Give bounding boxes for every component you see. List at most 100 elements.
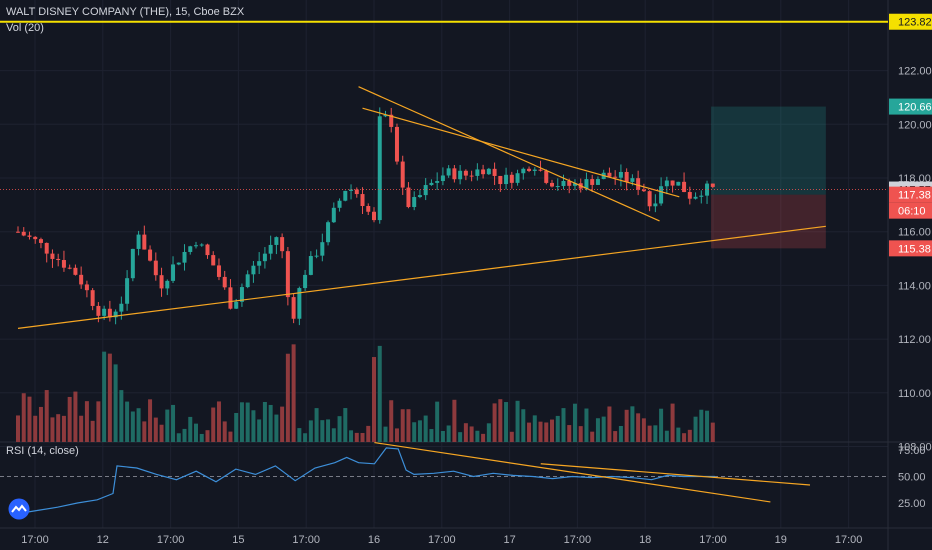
rsi-legend[interactable]: RSI (14, close) bbox=[6, 445, 79, 457]
price-trendline[interactable] bbox=[358, 86, 660, 222]
candle-body[interactable] bbox=[125, 278, 130, 304]
candle-body[interactable] bbox=[423, 185, 428, 196]
candle-body[interactable] bbox=[79, 274, 84, 285]
candle-body[interactable] bbox=[544, 170, 549, 183]
candle-body[interactable] bbox=[349, 189, 354, 191]
candle-body[interactable] bbox=[216, 265, 221, 277]
candle-body[interactable] bbox=[113, 311, 118, 318]
candle-body[interactable] bbox=[27, 235, 32, 237]
candle-body[interactable] bbox=[107, 308, 112, 318]
candle-body[interactable] bbox=[687, 192, 692, 199]
candle-body[interactable] bbox=[394, 126, 399, 162]
candle-body[interactable] bbox=[188, 246, 193, 252]
candle-body[interactable] bbox=[492, 168, 497, 176]
candle-body[interactable] bbox=[653, 203, 658, 207]
candle-body[interactable] bbox=[664, 180, 669, 187]
candle-body[interactable] bbox=[412, 197, 417, 208]
candle-body[interactable] bbox=[561, 180, 566, 187]
candle-body[interactable] bbox=[440, 175, 445, 182]
candle-body[interactable] bbox=[228, 287, 233, 309]
profit-zone[interactable] bbox=[711, 106, 826, 195]
candle-body[interactable] bbox=[176, 262, 181, 265]
candle-body[interactable] bbox=[636, 178, 641, 190]
candle-body[interactable] bbox=[676, 181, 681, 186]
volume-legend[interactable]: Vol (20) bbox=[6, 22, 44, 34]
candle-body[interactable] bbox=[360, 194, 365, 206]
candle-body[interactable] bbox=[693, 196, 698, 199]
candle-body[interactable] bbox=[280, 237, 285, 252]
price-trendline[interactable] bbox=[17, 225, 826, 329]
candle-body[interactable] bbox=[205, 244, 210, 256]
candle-body[interactable] bbox=[211, 255, 216, 266]
candle-body[interactable] bbox=[498, 175, 503, 185]
candle-body[interactable] bbox=[136, 234, 141, 249]
candle-body[interactable] bbox=[354, 189, 359, 195]
candle-body[interactable] bbox=[550, 182, 555, 187]
candle-body[interactable] bbox=[194, 245, 199, 247]
candle-body[interactable] bbox=[245, 274, 250, 288]
candle-body[interactable] bbox=[590, 179, 595, 185]
candle-body[interactable] bbox=[595, 179, 600, 185]
candle-body[interactable] bbox=[291, 297, 296, 319]
candle-body[interactable] bbox=[659, 186, 664, 204]
candle-body[interactable] bbox=[647, 191, 652, 207]
candle-body[interactable] bbox=[377, 116, 382, 221]
candle-body[interactable] bbox=[389, 114, 394, 127]
candle-body[interactable] bbox=[326, 222, 331, 243]
candle-body[interactable] bbox=[73, 267, 78, 275]
candle-body[interactable] bbox=[486, 168, 491, 175]
candle-body[interactable] bbox=[268, 244, 273, 254]
candle-body[interactable] bbox=[50, 253, 55, 259]
symbol-legend[interactable]: WALT DISNEY COMPANY (THE), 15, Cboe BZX bbox=[6, 6, 245, 18]
candle-body[interactable] bbox=[710, 183, 715, 187]
candle-body[interactable] bbox=[257, 261, 262, 266]
candle-body[interactable] bbox=[641, 189, 646, 192]
candle-body[interactable] bbox=[308, 256, 313, 275]
candle-body[interactable] bbox=[618, 171, 623, 178]
candle-body[interactable] bbox=[102, 308, 107, 316]
candle-body[interactable] bbox=[372, 211, 377, 221]
candle-body[interactable] bbox=[96, 305, 101, 316]
candle-body[interactable] bbox=[475, 169, 480, 176]
candle-body[interactable] bbox=[320, 242, 325, 256]
candle-body[interactable] bbox=[314, 255, 319, 257]
candle-body[interactable] bbox=[142, 234, 147, 250]
candle-body[interactable] bbox=[366, 205, 371, 212]
candle-body[interactable] bbox=[538, 169, 543, 171]
candle-body[interactable] bbox=[67, 267, 72, 269]
candle-body[interactable] bbox=[331, 207, 336, 223]
candle-body[interactable] bbox=[130, 248, 135, 279]
candle-body[interactable] bbox=[515, 173, 520, 183]
candle-body[interactable] bbox=[165, 280, 170, 289]
candle-body[interactable] bbox=[435, 181, 440, 183]
candle-body[interactable] bbox=[303, 274, 308, 289]
candle-body[interactable] bbox=[182, 251, 187, 263]
candle-body[interactable] bbox=[469, 175, 474, 177]
candle-body[interactable] bbox=[504, 174, 509, 185]
candle-body[interactable] bbox=[222, 276, 227, 288]
candle-body[interactable] bbox=[429, 182, 434, 186]
candle-body[interactable] bbox=[630, 178, 635, 182]
rsi-trendline[interactable] bbox=[374, 441, 771, 503]
candle-body[interactable] bbox=[16, 231, 20, 233]
candle-body[interactable] bbox=[274, 237, 279, 245]
candle-body[interactable] bbox=[532, 169, 537, 171]
candle-body[interactable] bbox=[44, 242, 49, 254]
candle-body[interactable] bbox=[199, 244, 204, 246]
candle-body[interactable] bbox=[521, 168, 526, 174]
candle-body[interactable] bbox=[705, 183, 710, 196]
candle-body[interactable] bbox=[61, 260, 66, 268]
price-trendline[interactable] bbox=[362, 107, 680, 198]
candle-body[interactable] bbox=[584, 179, 589, 189]
candle-body[interactable] bbox=[463, 170, 468, 176]
candle-body[interactable] bbox=[21, 231, 26, 236]
candle-body[interactable] bbox=[481, 169, 486, 175]
candle-body[interactable] bbox=[234, 301, 239, 309]
candle-body[interactable] bbox=[337, 200, 342, 208]
stop-zone[interactable] bbox=[711, 194, 826, 249]
candle-body[interactable] bbox=[527, 168, 532, 171]
candle-body[interactable] bbox=[153, 260, 158, 276]
candle-body[interactable] bbox=[406, 187, 411, 208]
candle-body[interactable] bbox=[572, 183, 577, 186]
